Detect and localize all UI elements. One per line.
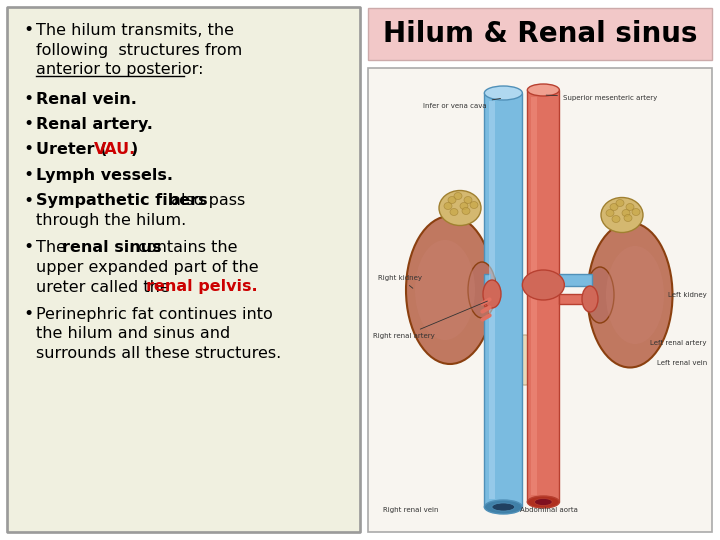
Ellipse shape <box>450 208 458 215</box>
Text: Perinephric fat continues into: Perinephric fat continues into <box>36 307 273 322</box>
Ellipse shape <box>527 84 559 96</box>
Text: •: • <box>23 140 33 159</box>
Ellipse shape <box>534 498 552 505</box>
Text: Left renal artery: Left renal artery <box>650 340 707 346</box>
Text: Lymph vessels.: Lymph vessels. <box>36 168 173 183</box>
Text: surrounds all these structures.: surrounds all these structures. <box>36 346 282 361</box>
Text: •: • <box>23 90 33 107</box>
Ellipse shape <box>606 210 614 217</box>
Ellipse shape <box>464 197 472 204</box>
FancyBboxPatch shape <box>7 7 361 533</box>
FancyArrowPatch shape <box>482 307 490 312</box>
Bar <box>8 8 360 532</box>
FancyArrowPatch shape <box>482 315 490 320</box>
Bar <box>485 294 490 306</box>
Text: anterior to posterior:: anterior to posterior: <box>36 62 204 77</box>
Bar <box>531 97 537 495</box>
Ellipse shape <box>485 86 523 100</box>
Text: Right renal vein: Right renal vein <box>383 507 438 513</box>
FancyArrowPatch shape <box>482 299 490 303</box>
Text: Abdominal aorta: Abdominal aorta <box>521 507 578 513</box>
Ellipse shape <box>527 496 559 508</box>
Ellipse shape <box>439 191 481 226</box>
Ellipse shape <box>454 192 462 199</box>
Text: renal pelvis.: renal pelvis. <box>146 280 258 294</box>
Ellipse shape <box>626 204 634 211</box>
Ellipse shape <box>510 335 540 385</box>
Bar <box>527 90 559 502</box>
Ellipse shape <box>610 204 618 211</box>
Bar <box>559 294 592 304</box>
Bar <box>368 8 712 60</box>
Text: •: • <box>23 305 33 323</box>
Ellipse shape <box>460 202 468 210</box>
Text: VAU.: VAU. <box>94 143 136 158</box>
Ellipse shape <box>448 197 456 204</box>
Text: •: • <box>23 166 33 184</box>
Ellipse shape <box>470 201 478 208</box>
Text: Right renal artery: Right renal artery <box>373 301 487 339</box>
Ellipse shape <box>616 199 624 206</box>
Ellipse shape <box>606 246 664 344</box>
Ellipse shape <box>601 198 643 233</box>
Ellipse shape <box>523 270 564 300</box>
Ellipse shape <box>624 214 632 221</box>
Text: following  structures from: following structures from <box>36 43 242 57</box>
Ellipse shape <box>462 207 470 214</box>
Ellipse shape <box>582 286 598 312</box>
Bar <box>485 93 523 507</box>
Ellipse shape <box>612 215 620 222</box>
Text: •: • <box>23 115 33 133</box>
Text: Sympathetic fibers: Sympathetic fibers <box>36 193 207 208</box>
Ellipse shape <box>492 503 515 511</box>
Text: Right kidney: Right kidney <box>378 275 422 288</box>
Bar <box>490 101 495 499</box>
Text: Renal vein.: Renal vein. <box>36 91 137 106</box>
Text: ureter called the: ureter called the <box>36 280 175 294</box>
Text: Renal artery.: Renal artery. <box>36 117 153 132</box>
Text: contains the: contains the <box>133 240 238 255</box>
Ellipse shape <box>622 210 630 217</box>
Bar <box>559 274 592 286</box>
Text: Superior mesenteric artery: Superior mesenteric artery <box>546 95 657 101</box>
Ellipse shape <box>485 500 523 514</box>
Text: Left renal vein: Left renal vein <box>657 360 707 366</box>
Text: Infer or vena cava: Infer or vena cava <box>423 98 500 109</box>
Text: through the hilum.: through the hilum. <box>36 213 186 228</box>
Bar <box>485 274 490 288</box>
Ellipse shape <box>406 216 494 364</box>
Ellipse shape <box>444 202 452 210</box>
Ellipse shape <box>415 240 475 340</box>
Text: •: • <box>23 192 33 210</box>
Ellipse shape <box>468 262 496 318</box>
Text: •: • <box>23 21 33 39</box>
Text: Ureter (: Ureter ( <box>36 143 107 158</box>
Text: ): ) <box>131 143 138 158</box>
Text: The hilum transmits, the: The hilum transmits, the <box>36 23 234 38</box>
Text: also pass: also pass <box>166 193 246 208</box>
Ellipse shape <box>588 222 672 368</box>
Text: the hilum and sinus and: the hilum and sinus and <box>36 327 230 341</box>
Bar <box>368 68 712 532</box>
Text: Hilum & Renal sinus: Hilum & Renal sinus <box>383 20 697 48</box>
Text: renal sinus: renal sinus <box>62 240 161 255</box>
Text: •: • <box>23 239 33 256</box>
Ellipse shape <box>483 280 501 308</box>
Ellipse shape <box>586 267 614 323</box>
Text: upper expanded part of the: upper expanded part of the <box>36 260 258 275</box>
Ellipse shape <box>632 208 640 215</box>
Text: Left kidney: Left kidney <box>668 292 707 298</box>
Text: The: The <box>36 240 71 255</box>
